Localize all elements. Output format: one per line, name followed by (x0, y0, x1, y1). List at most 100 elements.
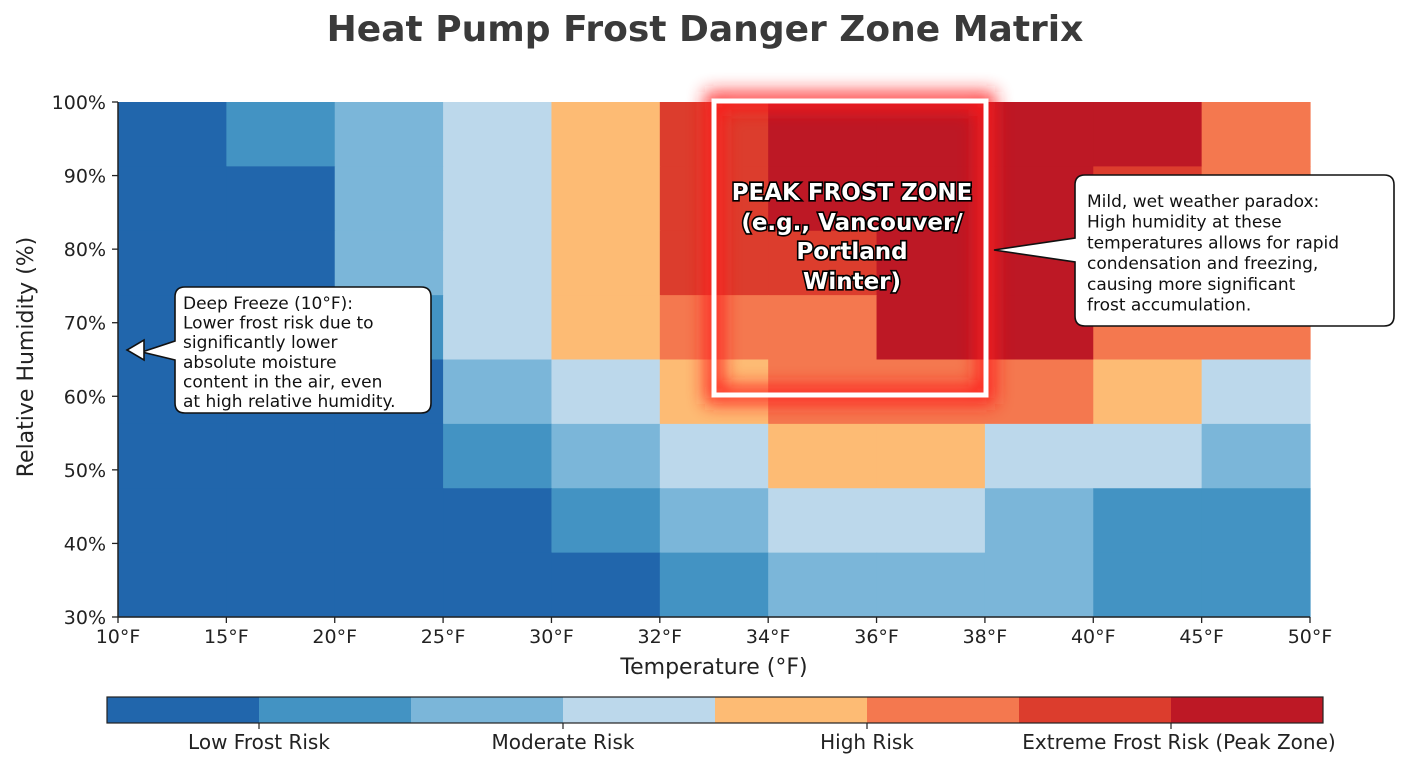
peak-frost-zone-highlight: PEAK FROST ZONE (e.g., Vancouver/Portland… (705, 92, 995, 404)
heatmap-cell (118, 230, 227, 296)
x-tick-label: 38°F (963, 626, 1008, 648)
x-tick-label: 45°F (1179, 626, 1224, 648)
note-line: content in the air, even (183, 372, 382, 392)
mild-wet-callout-box (993, 174, 1395, 327)
heatmap-cell (551, 488, 661, 554)
heatmap-cell (334, 102, 444, 167)
heatmap-cell (118, 102, 227, 167)
heatmap-cell (1093, 488, 1203, 554)
heatmap-cell (226, 423, 336, 489)
heatmap-cell (551, 423, 661, 489)
note-line: condensation and freezing, (1087, 254, 1318, 274)
heatmap-cell (876, 488, 986, 554)
heatmap-cell (334, 488, 444, 554)
heatmap-cell (226, 166, 336, 232)
x-tick-label: 34°F (746, 626, 791, 648)
note-line: significantly lower (183, 333, 337, 353)
heatmap-cell (1201, 359, 1311, 425)
note-line: frost accumulation. (1087, 296, 1251, 316)
peak-zone-label-line: (e.g., Vancouver/ (741, 210, 963, 236)
y-tick-label: 80% (64, 239, 106, 261)
x-tick-label: 50°F (1288, 626, 1333, 648)
heatmap-cell (118, 166, 227, 232)
heatmap-cell (659, 488, 769, 554)
heatmap-cell (551, 359, 661, 425)
colorbar-segment (867, 697, 1020, 723)
heatmap-cell (659, 552, 769, 618)
colorbar-label: High Risk (820, 730, 914, 754)
colorbar-segment (259, 697, 412, 723)
heatmap-cell (876, 230, 986, 296)
heatmap-cell (443, 230, 553, 296)
heatmap-cell (443, 295, 553, 361)
mild-wet-annotation: Mild, wet weather paradox: High humidity … (993, 174, 1395, 327)
x-axis-ticks: 10°F 15°F 20°F 25°F 30°F 32°F 34°F 36°F 38°F 40°F… (96, 617, 1333, 648)
x-tick-label: 32°F (638, 626, 683, 648)
colorbar (107, 697, 1324, 729)
heatmap-cell (551, 102, 661, 167)
peak-zone-label-line: Portland (796, 239, 907, 265)
heatmap-cell (443, 552, 553, 618)
note-line: Mild, wet weather paradox: (1087, 192, 1319, 212)
peak-zone-label-line: PEAK FROST ZONE (732, 180, 973, 206)
y-tick-label: 30% (64, 607, 106, 629)
heatmap-cell (1093, 102, 1203, 167)
heatmap-cell (118, 488, 227, 554)
heatmap-cell (768, 166, 878, 232)
heatmap-cell (334, 423, 444, 489)
heatmap-cell (876, 166, 986, 232)
heatmap-cell (118, 552, 227, 618)
peak-zone-label-line: Winter) (803, 269, 901, 295)
heatmap-cell (1093, 359, 1203, 425)
heatmap-cell (768, 230, 878, 296)
heatmap-cell (876, 102, 986, 167)
y-axis-label: Relative Humidity (%) (14, 237, 39, 478)
heatmap-cell (984, 102, 1094, 167)
colorbar-labels: Low Frost Risk Moderate Risk High Risk Extr… (188, 730, 1336, 754)
heatmap-cell (334, 166, 444, 232)
x-tick-label: 36°F (854, 626, 899, 648)
deep-freeze-callout-box (139, 286, 432, 414)
y-tick-label: 90% (64, 166, 106, 188)
heatmap-cell (659, 423, 769, 489)
heatmap-cell (984, 423, 1094, 489)
heatmap-cell (1201, 552, 1311, 618)
colorbar-frame (106, 696, 1324, 724)
heatmap-cell (443, 359, 553, 425)
colorbar-segment (411, 697, 564, 723)
heatmap-cell (768, 423, 878, 489)
note-line: absolute moisture (183, 353, 337, 373)
heatmap-cell (876, 423, 986, 489)
x-tick-label: 10°F (96, 626, 141, 648)
heatmap-cell (443, 488, 553, 554)
colorbar-segment (1171, 697, 1324, 723)
heatmap-cell (876, 295, 986, 361)
heatmap-cell (1093, 423, 1203, 489)
heatmap-cell (551, 166, 661, 232)
x-tick-label: 15°F (204, 626, 249, 648)
chart-title: Heat Pump Frost Danger Zone Matrix (327, 9, 1084, 50)
heatmap-cell (551, 552, 661, 618)
heatmap-cell (443, 102, 553, 167)
y-tick-label: 100% (52, 92, 106, 114)
colorbar-segment (563, 697, 716, 723)
y-axis-ticks: 30% 40% 50% 60% 70% 80% 90% 100% (52, 92, 118, 629)
heatmap-cell (334, 552, 444, 618)
heatmap-cell (768, 102, 878, 167)
colorbar-segment (107, 697, 260, 723)
x-tick-label: 40°F (1071, 626, 1116, 648)
heatmap-cell (551, 230, 661, 296)
heatmap-cell (984, 359, 1094, 425)
heatmap-cell (226, 488, 336, 554)
heatmap-cell (768, 552, 878, 618)
x-tick-label: 20°F (312, 626, 357, 648)
heatmap-cell (551, 295, 661, 361)
heatmap-cell (443, 423, 553, 489)
heatmap-cell (876, 552, 986, 618)
y-tick-label: 50% (64, 460, 106, 482)
heatmap-cell (1201, 102, 1311, 167)
note-line: temperatures allows for rapid (1087, 233, 1339, 253)
x-tick-label: 25°F (421, 626, 466, 648)
heatmap-cell (1093, 552, 1203, 618)
